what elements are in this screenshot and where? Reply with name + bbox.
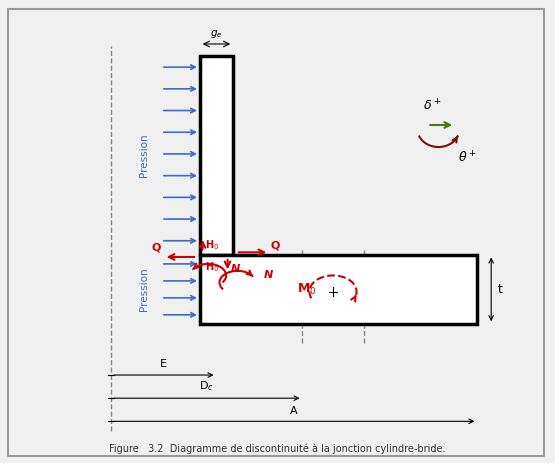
Text: Pression: Pression bbox=[139, 133, 149, 177]
FancyBboxPatch shape bbox=[8, 9, 544, 456]
Text: Pression: Pression bbox=[139, 268, 149, 311]
Text: H$_0$: H$_0$ bbox=[205, 238, 220, 252]
Text: D$_c$: D$_c$ bbox=[199, 379, 214, 393]
Bar bbox=[200, 56, 233, 255]
Bar bbox=[200, 255, 477, 324]
Text: $g_e$: $g_e$ bbox=[210, 28, 223, 40]
Text: A: A bbox=[290, 406, 298, 416]
Text: t: t bbox=[498, 283, 503, 296]
Text: $\delta^+$: $\delta^+$ bbox=[423, 98, 441, 113]
Text: N: N bbox=[230, 263, 240, 274]
Text: Q: Q bbox=[152, 242, 161, 252]
Text: E: E bbox=[160, 359, 167, 369]
Text: N: N bbox=[264, 270, 273, 281]
Text: H$_0$: H$_0$ bbox=[205, 260, 219, 274]
Text: M$_0$: M$_0$ bbox=[297, 282, 316, 297]
Text: Q: Q bbox=[271, 240, 280, 250]
Text: $\theta^+$: $\theta^+$ bbox=[458, 150, 477, 166]
Text: Figure   3.2  Diagramme de discontinuité à la jonction cylindre-bride.: Figure 3.2 Diagramme de discontinuité à … bbox=[109, 444, 446, 454]
